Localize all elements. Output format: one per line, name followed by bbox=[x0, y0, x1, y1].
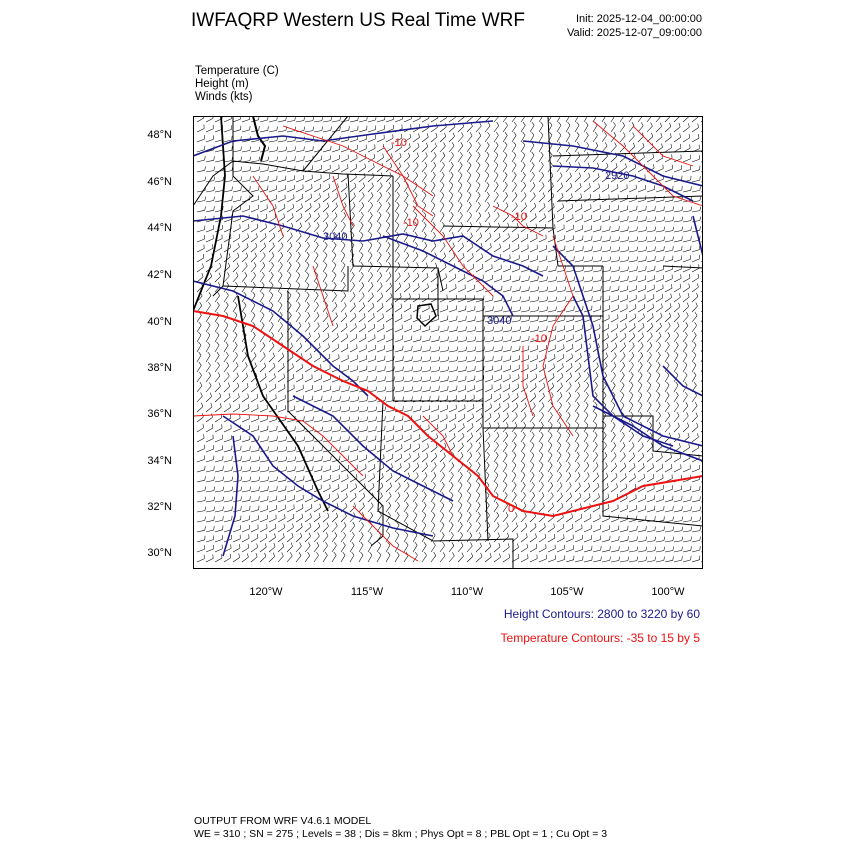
lon-label: 100°W bbox=[651, 586, 685, 598]
lon-label: 120°W bbox=[249, 586, 283, 598]
height-contour-label: 3040 bbox=[323, 231, 347, 243]
lon-label: 110°W bbox=[450, 586, 484, 598]
temp-contour-label: 0 bbox=[508, 503, 514, 515]
map-border bbox=[193, 116, 703, 569]
plot-title: IWFAQRP Western US Real Time WRF bbox=[191, 10, 525, 31]
model-config: WE = 310 ; SN = 275 ; Levels = 38 ; Dis … bbox=[194, 828, 608, 840]
init-time: Init: 2025-12-04_00:00:00 bbox=[576, 13, 702, 25]
temp-contour-label: -10 bbox=[531, 333, 547, 345]
great-salt-lake bbox=[416, 303, 437, 328]
height-contours-legend: Height Contours: 2800 to 3220 by 60 bbox=[503, 607, 700, 621]
lat-label: 40°N bbox=[147, 316, 172, 328]
lat-label: 36°N bbox=[147, 408, 172, 420]
temp-contour-label: -10 bbox=[511, 211, 527, 223]
lat-label: 32°N bbox=[147, 501, 172, 513]
variable-temperature: Temperature (C) bbox=[195, 65, 279, 77]
temperature-contours bbox=[193, 120, 703, 562]
height-contour-label: 2920 bbox=[605, 170, 629, 182]
lat-label: 38°N bbox=[147, 362, 172, 374]
lon-label: 105°W bbox=[550, 586, 584, 598]
temp-contour-label: -10 bbox=[391, 137, 407, 149]
state-borders bbox=[193, 116, 703, 569]
coastline bbox=[193, 116, 329, 512]
model-info: OUTPUT FROM WRF V4.6.1 MODEL bbox=[194, 815, 372, 827]
lon-label: 115°W bbox=[350, 586, 384, 598]
variable-winds: Winds (kts) bbox=[195, 91, 253, 103]
temp-contour-label: -10 bbox=[403, 217, 419, 229]
temperature-contours-legend: Temperature Contours: -35 to 15 by 5 bbox=[500, 631, 700, 645]
weather-map: 2920 3040 3040 -10 -10 -10 -10 0 bbox=[193, 116, 703, 569]
lat-label: 30°N bbox=[147, 547, 172, 559]
height-contour-label: 3040 bbox=[487, 315, 511, 327]
lat-label: 46°N bbox=[147, 176, 172, 188]
lat-label: 48°N bbox=[147, 129, 172, 141]
valid-time: Valid: 2025-12-07_09:00:00 bbox=[567, 27, 702, 39]
variable-height: Height (m) bbox=[195, 78, 249, 90]
lat-label: 44°N bbox=[147, 222, 172, 234]
puget-sound bbox=[252, 116, 267, 162]
lat-label: 42°N bbox=[147, 269, 172, 281]
height-contours bbox=[193, 120, 703, 557]
lat-label: 34°N bbox=[147, 455, 172, 467]
